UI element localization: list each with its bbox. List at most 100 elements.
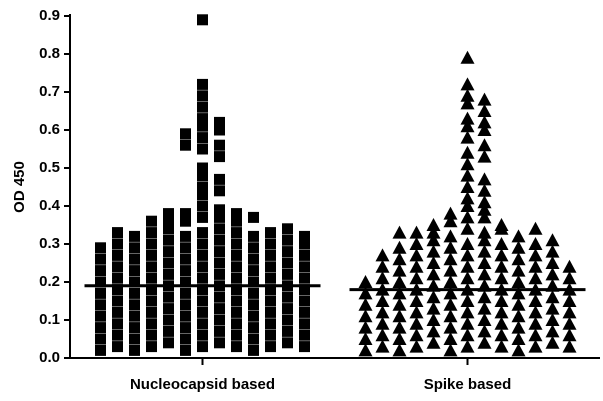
- data-point: [95, 333, 106, 345]
- data-point: [146, 318, 157, 330]
- data-point: [460, 145, 475, 159]
- data-point: [95, 276, 106, 288]
- data-point: [443, 286, 458, 300]
- data-point: [129, 322, 140, 334]
- data-point: [460, 221, 475, 235]
- data-point: [545, 324, 560, 338]
- data-point: [146, 329, 157, 341]
- data-point: [375, 271, 390, 285]
- data-point: [231, 341, 242, 353]
- data-point: [477, 335, 492, 349]
- data-point: [562, 316, 577, 330]
- data-point: [282, 268, 293, 280]
- data-point: [460, 77, 475, 91]
- data-point: [231, 318, 242, 330]
- data-point: [375, 316, 390, 330]
- data-point: [231, 306, 242, 318]
- data-point: [265, 261, 276, 273]
- data-point: [358, 343, 373, 357]
- data-point: [197, 181, 208, 193]
- data-point: [426, 244, 441, 258]
- data-point: [511, 332, 526, 345]
- data-point: [95, 287, 106, 299]
- data-point: [214, 325, 225, 337]
- data-point: [460, 199, 475, 212]
- data-point: [426, 233, 441, 247]
- data-point: [443, 332, 458, 345]
- data-point: [231, 238, 242, 250]
- data-point: [528, 221, 543, 235]
- data-point: [494, 316, 509, 330]
- data-point: [282, 314, 293, 326]
- data-point: [494, 259, 509, 273]
- data-point: [409, 305, 424, 319]
- data-point: [528, 316, 543, 330]
- data-point: [511, 297, 526, 311]
- data-point: [95, 253, 106, 265]
- data-point: [528, 328, 543, 342]
- data-point: [392, 240, 407, 254]
- data-point: [409, 259, 424, 273]
- data-point: [426, 335, 441, 349]
- data-point: [460, 157, 475, 171]
- data-point: [426, 301, 441, 315]
- data-point: [299, 249, 310, 261]
- data-point: [477, 313, 492, 326]
- data-point: [460, 130, 475, 144]
- data-point: [231, 208, 242, 220]
- data-point: [460, 248, 475, 262]
- data-point: [460, 316, 475, 330]
- data-point: [197, 14, 208, 26]
- data-point: [511, 240, 526, 254]
- data-point: [443, 309, 458, 323]
- data-point: [477, 123, 492, 136]
- data-point: [426, 267, 441, 281]
- data-point: [494, 248, 509, 262]
- data-point: [528, 259, 543, 273]
- data-point: [214, 303, 225, 315]
- data-point: [214, 268, 225, 280]
- data-point: [409, 248, 424, 262]
- data-point: [477, 172, 492, 186]
- y-tick-label: 0.7: [39, 83, 60, 100]
- data-point: [248, 333, 259, 345]
- data-point: [112, 272, 123, 284]
- data-point: [248, 265, 259, 277]
- data-point: [511, 320, 526, 334]
- data-point: [477, 195, 492, 209]
- data-point: [460, 96, 475, 110]
- data-point: [545, 267, 560, 281]
- data-point: [265, 318, 276, 330]
- data-point: [460, 210, 475, 224]
- data-point: [460, 168, 475, 182]
- data-point: [214, 173, 225, 185]
- data-point: [112, 295, 123, 307]
- data-point: [197, 120, 208, 132]
- data-point: [299, 284, 310, 296]
- data-point: [214, 211, 225, 223]
- data-point: [477, 210, 492, 224]
- data-point: [460, 339, 475, 353]
- data-point: [477, 92, 492, 106]
- data-point: [409, 225, 424, 239]
- data-point: [95, 265, 106, 277]
- data-point: [375, 248, 390, 262]
- data-point: [562, 305, 577, 319]
- data-point: [112, 341, 123, 353]
- y-tick-label: 0.3: [39, 235, 60, 252]
- data-point: [443, 229, 458, 243]
- data-point: [392, 332, 407, 345]
- data-point: [426, 225, 441, 239]
- data-point: [180, 299, 191, 311]
- data-point: [231, 261, 242, 273]
- data-point: [511, 275, 526, 288]
- x-tick-label: Spike based: [424, 376, 512, 393]
- data-point: [460, 294, 475, 307]
- data-point: [95, 299, 106, 311]
- data-point: [545, 256, 560, 269]
- data-point: [180, 253, 191, 265]
- data-point: [477, 104, 492, 117]
- data-point: [129, 230, 140, 242]
- data-point: [112, 261, 123, 273]
- data-point: [112, 284, 123, 296]
